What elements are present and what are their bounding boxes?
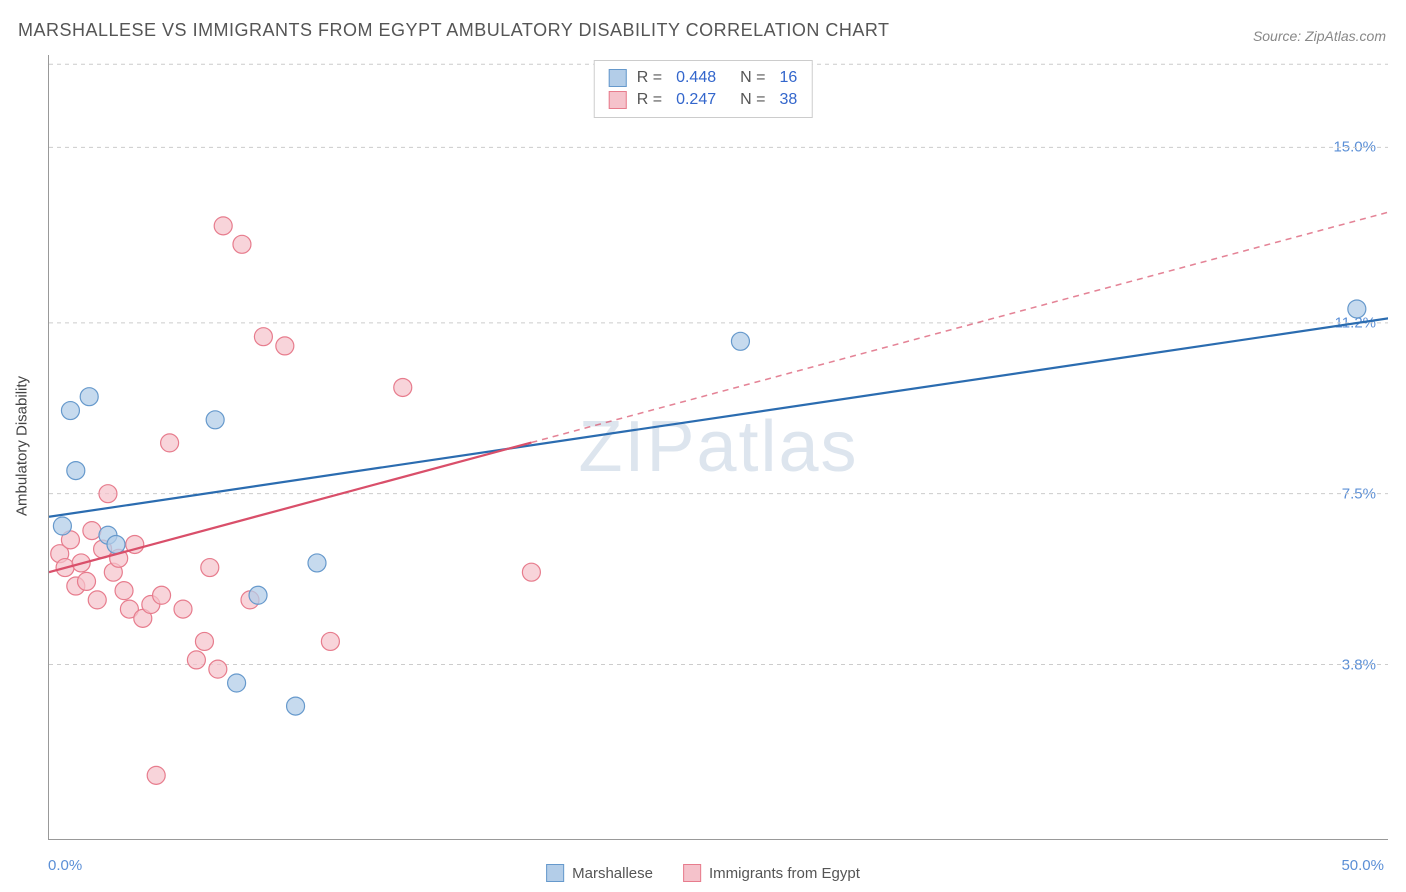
source-label: Source: ZipAtlas.com: [1253, 28, 1386, 44]
legend-swatch-1: [683, 864, 701, 882]
n-label: N =: [740, 69, 765, 87]
r-value-1: 0.247: [676, 91, 716, 109]
n-label: N =: [740, 91, 765, 109]
plot-svg: [49, 55, 1388, 839]
plot-area: ZIPatlas 3.8%7.5%11.2%15.0%: [48, 55, 1388, 840]
x-tick-min: 0.0%: [48, 857, 82, 874]
r-legend-row-0: R = 0.448 N = 16: [609, 67, 798, 89]
r-label: R =: [637, 69, 662, 87]
correlation-chart: MARSHALLESE VS IMMIGRANTS FROM EGYPT AMB…: [0, 0, 1406, 892]
r-value-0: 0.448: [676, 69, 716, 87]
x-tick-max: 50.0%: [1341, 857, 1384, 874]
swatch-series-1: [609, 91, 627, 109]
n-value-0: 16: [779, 69, 797, 87]
legend-swatch-0: [546, 864, 564, 882]
n-value-1: 38: [779, 91, 797, 109]
chart-title: MARSHALLESE VS IMMIGRANTS FROM EGYPT AMB…: [18, 20, 890, 41]
r-label: R =: [637, 91, 662, 109]
r-legend-row-1: R = 0.247 N = 38: [609, 89, 798, 111]
swatch-series-0: [609, 69, 627, 87]
legend-label-1: Immigrants from Egypt: [709, 865, 860, 882]
y-axis-label: Ambulatory Disability: [14, 376, 31, 516]
legend-label-0: Marshallese: [572, 865, 653, 882]
bottom-legend: Marshallese Immigrants from Egypt: [546, 864, 860, 882]
legend-item-0: Marshallese: [546, 864, 653, 882]
legend-item-1: Immigrants from Egypt: [683, 864, 860, 882]
r-legend-box: R = 0.448 N = 16 R = 0.247 N = 38: [594, 60, 813, 118]
